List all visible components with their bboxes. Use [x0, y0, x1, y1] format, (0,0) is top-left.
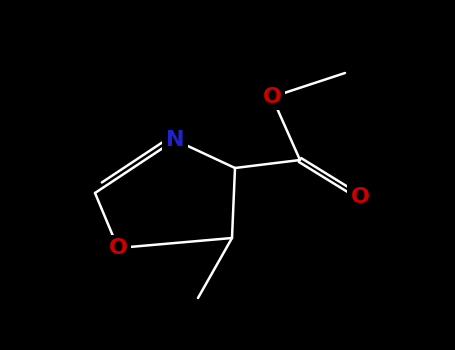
- Text: O: O: [108, 238, 127, 258]
- Text: N: N: [166, 130, 184, 150]
- Text: O: O: [350, 187, 369, 207]
- Text: O: O: [263, 87, 282, 107]
